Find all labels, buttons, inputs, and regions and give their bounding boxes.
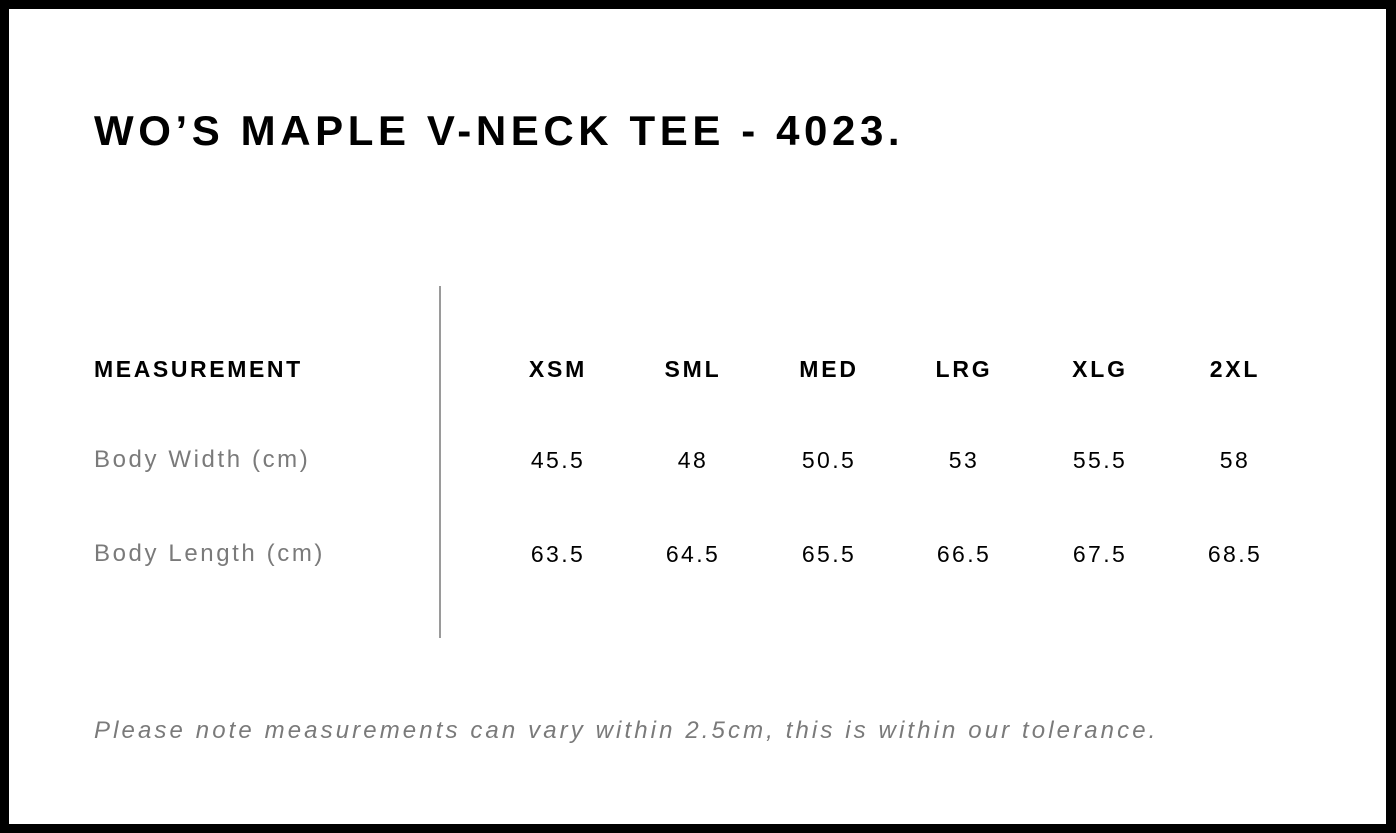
table-cell: 53 xyxy=(948,447,980,473)
page-title: WO’S MAPLE V-NECK TEE - 4023. xyxy=(94,107,905,154)
size-header: 2XL xyxy=(1209,356,1261,382)
table-divider xyxy=(439,286,441,638)
size-header: MED xyxy=(799,356,859,382)
table-cell: 45.5 xyxy=(530,447,586,473)
table-cell: 68.5 xyxy=(1207,541,1263,567)
table-cell: 50.5 xyxy=(801,447,857,473)
table-cell: 63.5 xyxy=(530,541,586,567)
table-cell: 65.5 xyxy=(801,541,857,567)
measurement-header: MEASUREMENT xyxy=(94,356,303,382)
row-label: Body Width (cm) xyxy=(94,446,311,473)
size-header: SML xyxy=(664,356,722,382)
table-cell: 67.5 xyxy=(1072,541,1128,567)
table-cell: 64.5 xyxy=(665,541,721,567)
size-header: XSM xyxy=(528,356,588,382)
table-cell: 66.5 xyxy=(936,541,992,567)
row-label: Body Length (cm) xyxy=(94,540,326,567)
size-header: LRG xyxy=(935,356,993,382)
table-cell: 48 xyxy=(677,447,709,473)
table-cell: 58 xyxy=(1219,447,1251,473)
table-cell: 55.5 xyxy=(1072,447,1128,473)
size-header: XLG xyxy=(1072,356,1128,382)
tolerance-note: Please note measurements can vary within… xyxy=(94,717,1159,744)
